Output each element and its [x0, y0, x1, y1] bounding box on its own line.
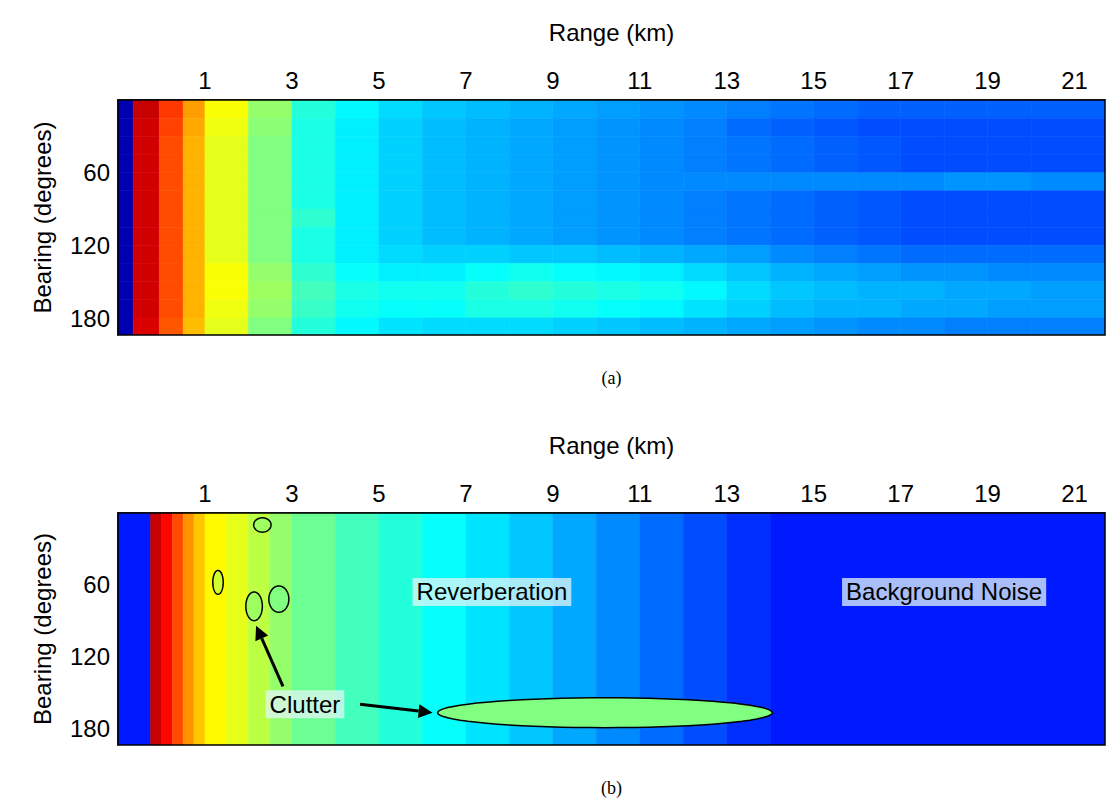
svg-text:Bearing (degrees): Bearing (degrees)	[29, 533, 56, 725]
svg-text:15: 15	[800, 480, 827, 507]
svg-text:19: 19	[974, 480, 1001, 507]
svg-text:Clutter: Clutter	[270, 691, 341, 718]
svg-text:21: 21	[1061, 67, 1088, 94]
svg-text:(b): (b)	[601, 778, 622, 799]
svg-text:3: 3	[285, 480, 298, 507]
svg-text:Background Noise: Background Noise	[846, 578, 1042, 605]
svg-text:60: 60	[83, 159, 110, 186]
svg-text:1: 1	[198, 67, 211, 94]
svg-text:Bearing (degrees): Bearing (degrees)	[29, 121, 56, 313]
svg-text:13: 13	[713, 67, 740, 94]
svg-text:13: 13	[713, 480, 740, 507]
svg-text:11: 11	[627, 480, 652, 507]
svg-text:19: 19	[974, 67, 1001, 94]
svg-text:7: 7	[459, 480, 472, 507]
svg-text:5: 5	[372, 480, 385, 507]
svg-text:Reverberation: Reverberation	[417, 578, 568, 605]
svg-text:9: 9	[546, 67, 559, 94]
svg-text:120: 120	[70, 232, 110, 259]
svg-text:60: 60	[83, 571, 110, 598]
svg-text:11: 11	[627, 67, 652, 94]
svg-text:3: 3	[285, 67, 298, 94]
svg-text:(a): (a)	[602, 368, 622, 389]
svg-text:5: 5	[372, 67, 385, 94]
svg-text:7: 7	[459, 67, 472, 94]
svg-text:9: 9	[546, 480, 559, 507]
svg-text:120: 120	[70, 643, 110, 670]
svg-text:15: 15	[800, 67, 827, 94]
svg-text:180: 180	[70, 715, 110, 742]
svg-text:1: 1	[198, 480, 211, 507]
svg-text:21: 21	[1061, 480, 1088, 507]
svg-text:17: 17	[887, 67, 914, 94]
svg-text:180: 180	[70, 305, 110, 332]
svg-text:17: 17	[887, 480, 914, 507]
svg-text:Range (km): Range (km)	[549, 19, 674, 46]
svg-text:Range (km): Range (km)	[549, 432, 674, 459]
